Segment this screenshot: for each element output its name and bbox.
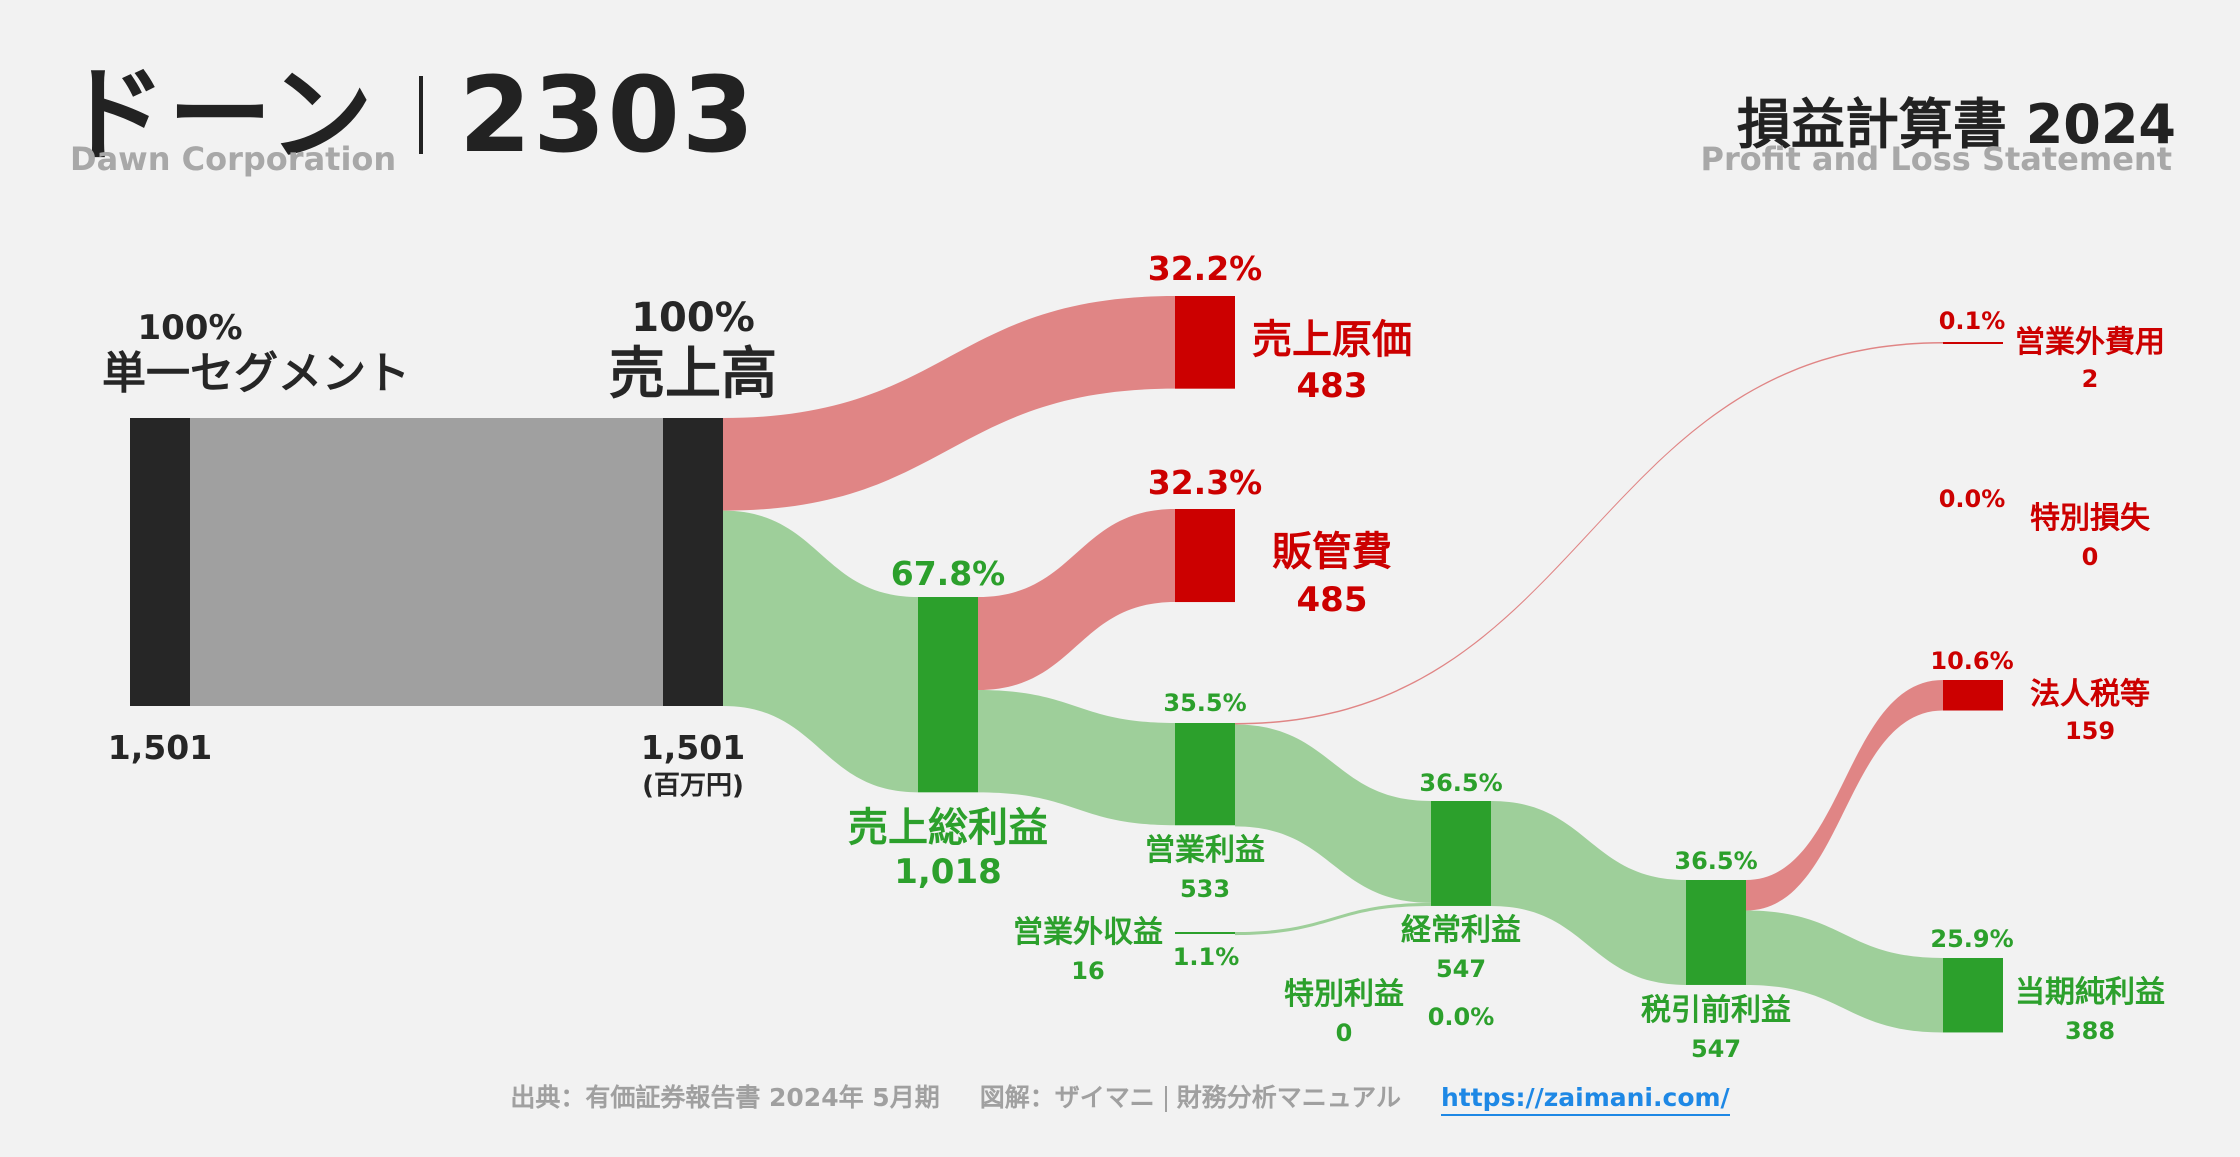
net-value: 388 bbox=[2064, 1017, 2116, 1045]
nonop-expense-value: 2 bbox=[2081, 365, 2099, 393]
node-pretax bbox=[1686, 880, 1746, 985]
tax-name: 法人税等 bbox=[2030, 677, 2150, 712]
gross-name: 売上総利益 bbox=[848, 805, 1048, 851]
nonop-income-pct: 1.1% bbox=[1172, 943, 1240, 971]
segment-name: 単一セグメント bbox=[102, 348, 410, 399]
statement-title: 損益計算書 2024 bbox=[1736, 93, 2176, 156]
ordinary-name: 経常利益 bbox=[1401, 913, 1521, 948]
node-operating bbox=[1175, 723, 1235, 826]
node-nonop_income bbox=[1175, 932, 1235, 934]
operating-name: 営業利益 bbox=[1145, 833, 1265, 868]
ordinary-value: 547 bbox=[1435, 955, 1487, 983]
segment-value: 1,501 bbox=[107, 728, 213, 767]
extra-income-name: 特別利益 bbox=[1284, 977, 1404, 1012]
gross-value: 1,018 bbox=[894, 852, 1002, 892]
extra-loss-name: 特別損失 bbox=[2030, 501, 2150, 536]
node-sga bbox=[1175, 509, 1235, 603]
segment-pct: 100% bbox=[137, 308, 243, 348]
extra-income-pct: 0.0% bbox=[1427, 1003, 1495, 1031]
sga-pct: 32.3% bbox=[1147, 463, 1263, 502]
link-pretax-to-net bbox=[1746, 910, 1943, 1033]
operating-value: 533 bbox=[1179, 875, 1231, 903]
pretax-value: 547 bbox=[1690, 1035, 1742, 1063]
sankey-nodes bbox=[130, 296, 2003, 1033]
company-title: ドーン 2303 bbox=[62, 30, 756, 181]
title-separator bbox=[418, 75, 423, 154]
gross-pct: 67.8% bbox=[890, 554, 1006, 593]
extra-loss-value: 0 bbox=[2081, 543, 2099, 571]
nonop-income-value: 16 bbox=[1071, 957, 1105, 985]
footer-site-name: 財務分析マニュアル bbox=[1176, 1083, 1401, 1112]
node-segment bbox=[130, 418, 190, 706]
link-operating-to-nonop_expense bbox=[1235, 342, 1943, 725]
link-revenue-to-cogs bbox=[723, 296, 1175, 511]
link-pretax-to-tax bbox=[1746, 680, 1943, 911]
cogs-value: 483 bbox=[1296, 366, 1368, 406]
extra-income-value: 0 bbox=[1335, 1019, 1353, 1047]
footer: 出典：有価証券報告書 2024年 5月期 図解：ザイマニ 財務分析マニュアル http… bbox=[0, 1078, 2240, 1116]
nonop-expense-pct: 0.1% bbox=[1938, 307, 2006, 335]
footer-source: 出典：有価証券報告書 2024年 5月期 bbox=[510, 1083, 940, 1112]
pretax-name: 税引前利益 bbox=[1641, 993, 1791, 1028]
node-cogs bbox=[1175, 296, 1235, 389]
link-gross-to-sga bbox=[978, 509, 1175, 691]
sga-name: 販管費 bbox=[1272, 529, 1392, 575]
operating-pct: 35.5% bbox=[1163, 689, 1247, 717]
revenue-name: 売上高 bbox=[609, 342, 777, 407]
link-operating-to-ordinary bbox=[1235, 724, 1431, 903]
footer-credit: 図解：ザイマニ bbox=[979, 1083, 1155, 1112]
ordinary-pct: 36.5% bbox=[1419, 769, 1503, 797]
tax-pct: 10.6% bbox=[1930, 647, 2014, 675]
statement-english-title: Profit and Loss Statement bbox=[1700, 140, 2172, 178]
extra-loss-pct: 0.0% bbox=[1938, 485, 2006, 513]
unit-label: (百万円) bbox=[642, 771, 744, 801]
footer-url-link[interactable]: https://zaimani.com/ bbox=[1440, 1083, 1730, 1116]
sga-value: 485 bbox=[1296, 580, 1368, 620]
link-gross-to-operating bbox=[978, 690, 1175, 826]
node-revenue bbox=[663, 418, 723, 706]
node-net bbox=[1943, 958, 2003, 1033]
sankey-links bbox=[190, 296, 1943, 1033]
node-gross bbox=[918, 597, 978, 793]
cogs-name: 売上原価 bbox=[1252, 317, 1412, 363]
company-name: ドーン bbox=[62, 54, 375, 176]
revenue-pct: 100% bbox=[631, 295, 755, 341]
tax-value: 159 bbox=[2064, 717, 2116, 745]
footer-separator bbox=[1164, 1086, 1167, 1112]
net-name: 当期純利益 bbox=[2015, 975, 2165, 1010]
node-ordinary bbox=[1431, 801, 1491, 906]
node-tax bbox=[1943, 680, 2003, 711]
cogs-pct: 32.2% bbox=[1147, 249, 1263, 288]
revenue-value: 1,501 bbox=[640, 728, 746, 767]
nonop-income-name: 営業外収益 bbox=[1013, 915, 1163, 950]
link-segment-to-revenue bbox=[190, 418, 663, 706]
company-english-name: Dawn Corporation bbox=[70, 140, 397, 178]
link-nonop_income-to-ordinary bbox=[1235, 902, 1431, 936]
node-nonop_expense bbox=[1943, 342, 2003, 344]
link-ordinary-to-pretax bbox=[1491, 801, 1686, 985]
pretax-pct: 36.5% bbox=[1674, 847, 1758, 875]
net-pct: 25.9% bbox=[1930, 925, 2014, 953]
link-revenue-to-gross bbox=[723, 510, 918, 793]
ticker-code: 2303 bbox=[458, 54, 757, 176]
nonop-expense-name: 営業外費用 bbox=[2015, 325, 2165, 360]
